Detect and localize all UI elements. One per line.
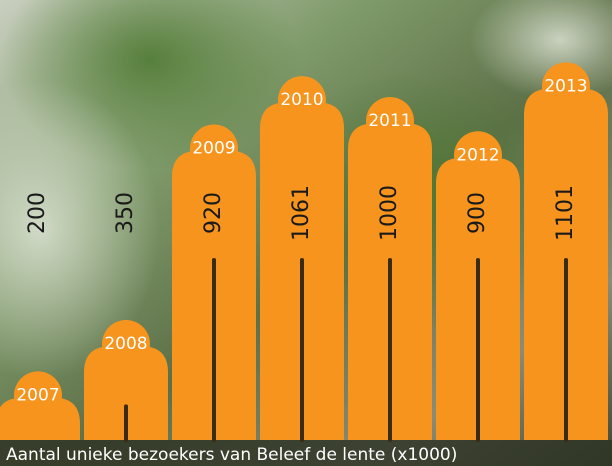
value-label: 1000	[377, 185, 402, 241]
value-label: 920	[201, 192, 226, 234]
year-label: 2010	[280, 90, 323, 110]
year-label: 2011	[368, 111, 411, 131]
year-label: 2013	[544, 76, 587, 96]
value-label: 1101	[553, 185, 578, 241]
year-label: 2007	[16, 385, 59, 405]
value-label: 200	[25, 192, 50, 234]
chart-title: Aantal unieke bezoekers van Beleef de le…	[6, 445, 457, 465]
value-label: 900	[465, 192, 490, 234]
year-label: 2009	[192, 138, 235, 158]
infographic: Aantal unieke bezoekers van Beleef de le…	[0, 0, 612, 466]
value-label: 350	[113, 192, 138, 234]
value-label: 1061	[289, 185, 314, 241]
year-label: 2008	[104, 334, 147, 354]
year-label: 2012	[456, 145, 499, 165]
